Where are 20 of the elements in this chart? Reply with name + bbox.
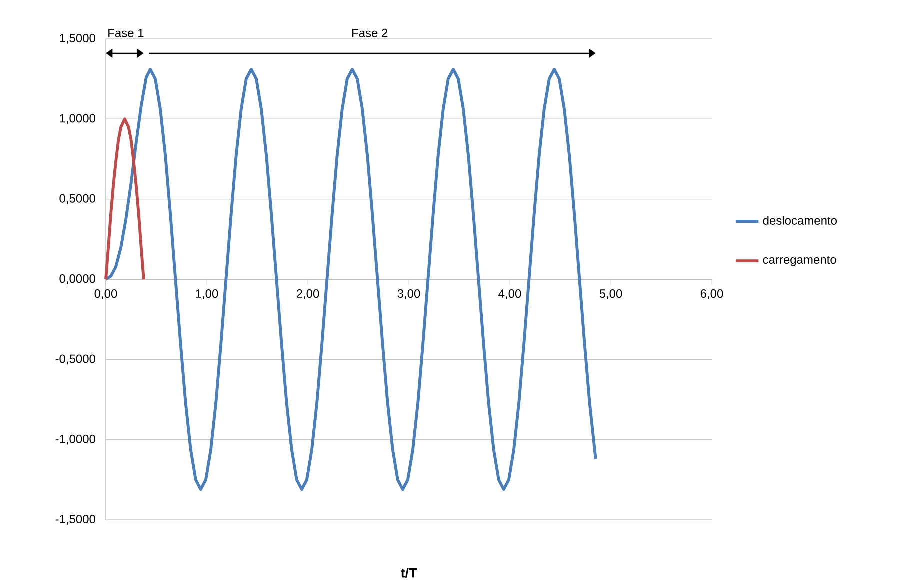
x-tick-label: 3,00 — [398, 289, 420, 300]
y-tick-label: -1,5000 — [56, 514, 96, 525]
x-tick-label: 6,00 — [700, 289, 724, 300]
y-tick-label: -1,0000 — [56, 434, 96, 445]
x-tick-label: 2,00 — [296, 289, 320, 300]
y-tick-label: -0,5000 — [56, 354, 96, 364]
y-tick-label: 0,5000 — [60, 194, 96, 204]
y-tick-label: 0,0000 — [60, 274, 96, 284]
legend-label: carregamento — [763, 256, 836, 266]
x-tick-label: 0,00 — [94, 289, 118, 300]
y-tick-label: 1,0000 — [60, 114, 96, 124]
legend-label: deslocamento — [763, 216, 838, 225]
x-axis-title: t/T — [401, 568, 418, 578]
x-tick-label: 1,00 — [196, 289, 218, 300]
y-tick-label: 1,5000 — [60, 34, 96, 44]
x-tick-label: 5,00 — [600, 289, 622, 300]
text: Fase 2 — [352, 28, 388, 38]
x-tick-label: 4,00 — [498, 289, 522, 300]
text: Fase 1 — [108, 28, 144, 38]
line-series — [104, 118, 146, 281]
